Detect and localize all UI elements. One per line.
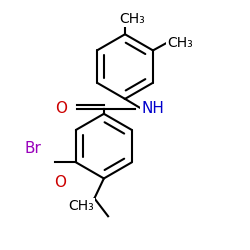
- Text: CH₃: CH₃: [119, 12, 144, 26]
- Text: CH₃: CH₃: [68, 199, 94, 213]
- Text: NH: NH: [141, 100, 164, 116]
- Text: CH₃: CH₃: [167, 36, 193, 50]
- Text: O: O: [56, 100, 68, 116]
- Text: O: O: [54, 175, 66, 190]
- Text: Br: Br: [25, 141, 42, 156]
